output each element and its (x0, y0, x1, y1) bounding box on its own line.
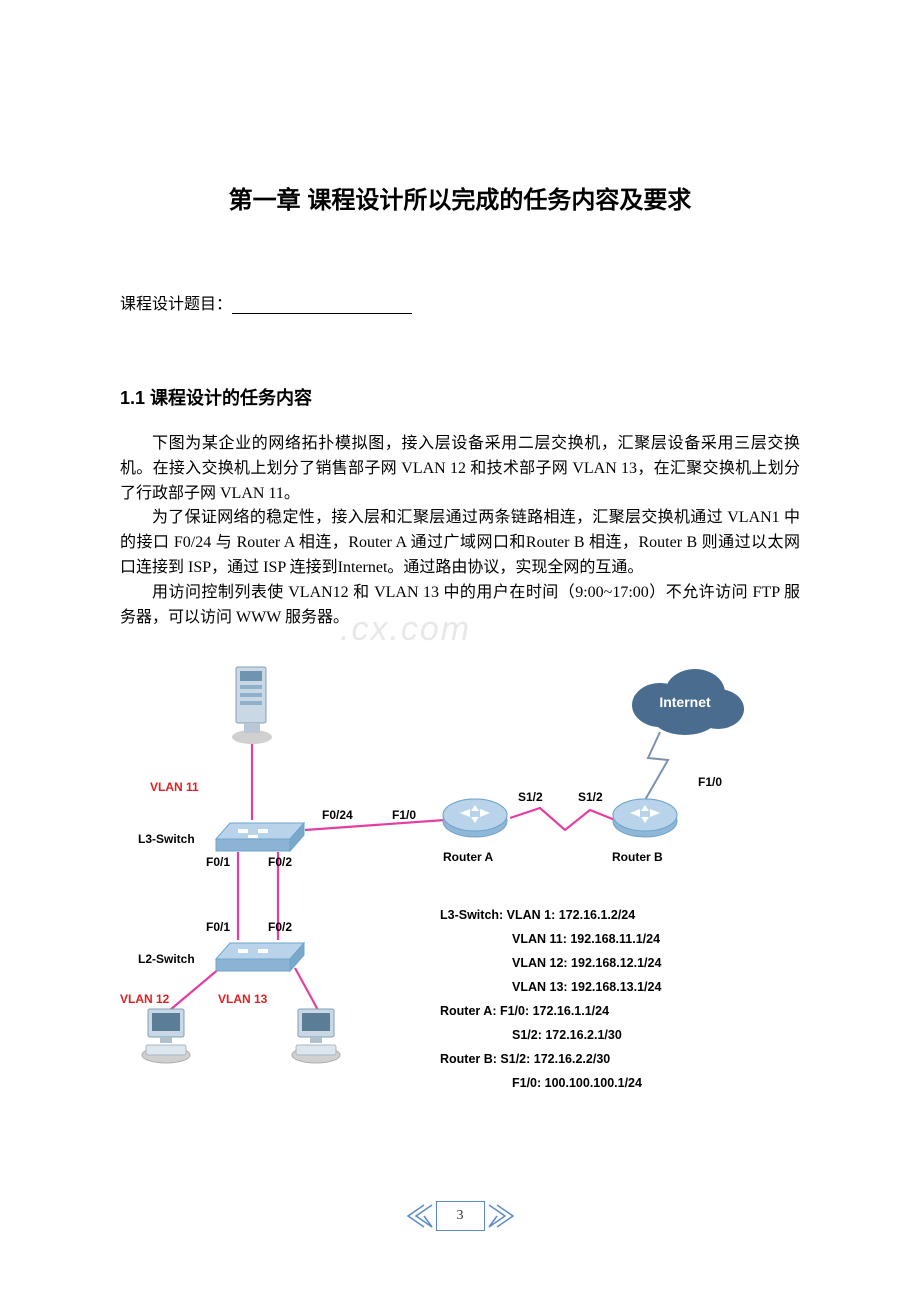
page-footer: 3 (0, 1201, 920, 1231)
topic-blank (232, 313, 412, 314)
internet-cloud: Internet (620, 665, 750, 740)
info-line-7: Router B: S1/2: 172.16.2.2/30 (440, 1052, 610, 1066)
port-s12a: S1/2 (518, 790, 543, 804)
port-f10a: F1/0 (392, 808, 416, 822)
info-line-4: VLAN 13: 192.168.13.1/24 (512, 980, 661, 994)
info-line-1: L3-Switch: VLAN 1: 172.16.1.2/24 (440, 908, 635, 922)
router-a-device (440, 795, 510, 850)
vlan12-label: VLAN 12 (120, 992, 169, 1006)
server-device (230, 665, 274, 752)
vlan13-label: VLAN 13 (218, 992, 267, 1006)
info-line-2: VLAN 11: 192.168.11.1/24 (512, 932, 660, 946)
paragraph-1: 下图为某企业的网络拓扑模拟图，接入层设备采用二层交换机，汇聚层设备采用三层交换机… (120, 432, 800, 506)
topic-label: 课程设计题目： (120, 296, 232, 313)
info-line-8: F1/0: 100.100.100.1/24 (512, 1076, 642, 1090)
pc-vlan13-device (290, 1005, 345, 1072)
pc-vlan12-device (140, 1005, 195, 1072)
network-diagram: Internet (120, 660, 800, 1100)
chevron-right-icon (485, 1201, 515, 1231)
l3-switch-label: L3-Switch (138, 832, 195, 846)
chevron-left-icon (406, 1201, 436, 1231)
info-line-3: VLAN 12: 192.168.12.1/24 (512, 956, 661, 970)
page-number: 3 (436, 1201, 485, 1231)
port-f01-upper: F0/1 (206, 855, 230, 869)
info-line-5: Router A: F1/0: 172.16.1.1/24 (440, 1004, 609, 1018)
router-b-label: Router B (612, 850, 663, 864)
router-a-label: Router A (443, 850, 493, 864)
port-f02-lower: F0/2 (268, 920, 292, 934)
port-s12b: S1/2 (578, 790, 603, 804)
port-f024: F0/24 (322, 808, 353, 822)
topic-line: 课程设计题目： (120, 290, 800, 314)
vlan11-label: VLAN 11 (150, 780, 199, 794)
l2-switch-label: L2-Switch (138, 952, 195, 966)
port-f10b: F1/0 (698, 775, 722, 789)
l2-switch-device (210, 935, 305, 982)
section-heading: 1.1 课程设计的任务内容 (120, 384, 800, 410)
paragraph-3: 用访问控制列表使 VLAN12 和 VLAN 13 中的用户在时间（9:00~1… (120, 581, 800, 631)
port-f01-lower: F0/1 (206, 920, 230, 934)
info-line-6: S1/2: 172.16.2.1/30 (512, 1028, 622, 1042)
port-f02-upper: F0/2 (268, 855, 292, 869)
internet-label: Internet (659, 694, 711, 710)
router-b-device (610, 795, 680, 850)
paragraph-2: 为了保证网络的稳定性，接入层和汇聚层通过两条链路相连，汇聚层交换机通过 VLAN… (120, 506, 800, 580)
chapter-title: 第一章 课程设计所以完成的任务内容及要求 (120, 180, 800, 215)
